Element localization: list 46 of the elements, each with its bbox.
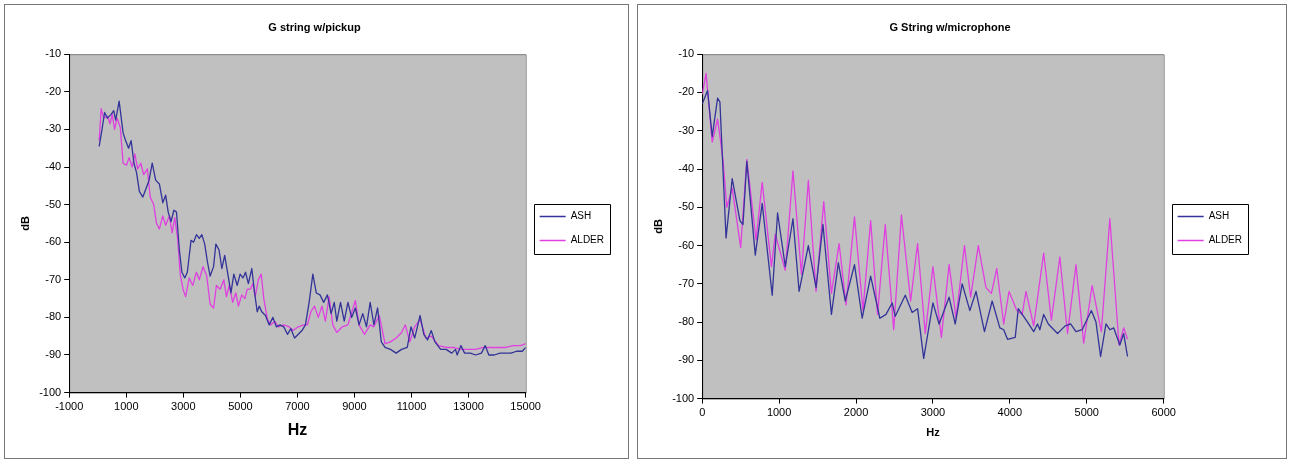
x-tick-label: 2000 — [843, 406, 869, 419]
chart-title: G String w/microphone — [889, 20, 1011, 33]
x-tick-label: 7000 — [285, 400, 310, 413]
y-tick-label: -70 — [45, 272, 62, 285]
y-tick-label: -60 — [678, 238, 695, 251]
x-tick-label: 13000 — [453, 400, 484, 413]
x-tick-label: 3000 — [171, 400, 196, 413]
legend-label: ALDER — [1208, 234, 1243, 246]
y-tick-label: -90 — [45, 348, 62, 361]
x-tick-label: 15000 — [510, 400, 541, 413]
x-tick-label: 9000 — [342, 400, 367, 413]
y-tick-label: -10 — [45, 47, 62, 60]
y-tick-label: -50 — [45, 197, 62, 210]
y-tick-label: -30 — [678, 123, 695, 136]
y-tick-label: -80 — [678, 315, 695, 328]
y-axis-title: dB — [18, 216, 31, 231]
x-tick-label: -1000 — [55, 400, 84, 413]
y-tick-label: -30 — [45, 122, 62, 135]
y-axis-title: dB — [651, 219, 664, 234]
legend-label: ASH — [570, 210, 592, 222]
y-tick-label: -100 — [672, 391, 695, 404]
y-tick-label: -90 — [678, 353, 695, 366]
y-tick-label: -40 — [678, 162, 695, 175]
x-tick-label: 1000 — [114, 400, 139, 413]
y-tick-label: -20 — [678, 85, 695, 98]
x-tick-label: 3000 — [920, 406, 946, 419]
legend-label: ALDER — [570, 234, 605, 246]
x-axis-title: Hz — [926, 426, 941, 439]
y-tick-label: -20 — [45, 84, 62, 97]
x-tick-label: 5000 — [228, 400, 253, 413]
x-tick-label: 4000 — [997, 406, 1023, 419]
y-tick-label: -10 — [678, 47, 695, 60]
x-tick-label: 5000 — [1074, 406, 1099, 419]
x-tick-label: 0 — [699, 406, 706, 419]
y-tick-label: -50 — [678, 200, 695, 213]
legend-label: ASH — [1208, 210, 1230, 222]
x-tick-label: 1000 — [766, 406, 792, 419]
y-tick-label: -100 — [39, 385, 62, 398]
x-tick-label: 6000 — [1151, 406, 1176, 419]
x-tick-label: 11000 — [396, 400, 427, 413]
x-axis-title: Hz — [287, 420, 308, 438]
y-tick-label: -40 — [45, 160, 62, 173]
y-tick-label: -80 — [45, 310, 62, 323]
chart-title: G string w/pickup — [268, 20, 361, 33]
y-tick-label: -60 — [45, 235, 62, 248]
y-tick-label: -70 — [678, 276, 695, 289]
